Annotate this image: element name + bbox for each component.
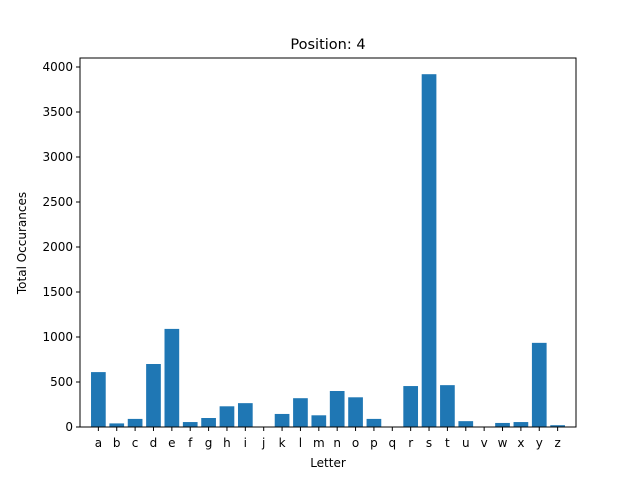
y-tick-label: 3000 <box>42 150 73 164</box>
x-tick-label-s: s <box>426 436 432 450</box>
plot-frame <box>79 57 577 428</box>
bar-i <box>237 403 253 427</box>
x-tick-label-f: f <box>188 436 193 450</box>
bar-x <box>513 422 529 427</box>
bar-p <box>366 418 382 427</box>
bar-k <box>274 413 290 427</box>
x-tick-label-v: v <box>481 436 488 450</box>
bar-u <box>458 421 474 427</box>
x-tick-label-i: i <box>244 436 247 450</box>
y-tick-label: 3500 <box>42 105 73 119</box>
y-tick-label: 0 <box>65 420 73 434</box>
bar-c <box>127 418 143 427</box>
bar-w <box>495 422 510 427</box>
x-tick-label-l: l <box>299 436 302 450</box>
bars-group <box>91 74 565 427</box>
y-tick-label: 2000 <box>42 240 73 254</box>
x-tick-label-k: k <box>279 436 286 450</box>
bar-h <box>219 406 235 427</box>
x-tick-label-m: m <box>313 436 325 450</box>
x-tick-label-u: u <box>462 436 470 450</box>
bar-m <box>311 415 327 427</box>
x-tick-label-g: g <box>205 436 213 450</box>
bar-t <box>440 385 455 427</box>
y-tick-label: 1500 <box>42 285 73 299</box>
bar-l <box>293 398 308 427</box>
bar-o <box>348 397 363 427</box>
x-tick-label-a: a <box>95 436 102 450</box>
x-tick-label-t: t <box>445 436 450 450</box>
bar-r <box>403 386 419 427</box>
x-axis-label: Letter <box>310 456 346 470</box>
bar-a <box>91 372 106 427</box>
x-tick-label-d: d <box>150 436 158 450</box>
x-tick-label-q: q <box>388 436 396 450</box>
bar-d <box>146 364 161 427</box>
bar-s <box>421 74 437 427</box>
x-tick-label-p: p <box>370 436 378 450</box>
y-tick-label: 4000 <box>42 60 73 74</box>
x-tick-label-x: x <box>517 436 524 450</box>
x-tick-label-h: h <box>223 436 231 450</box>
bar-y <box>531 342 547 427</box>
chart-title: Position: 4 <box>290 37 365 53</box>
x-tick-label-b: b <box>113 436 121 450</box>
x-tick-label-c: c <box>132 436 139 450</box>
x-tick-label-j: j <box>261 436 265 450</box>
bar-f <box>182 422 198 427</box>
bar-g <box>201 418 216 427</box>
y-tick-label: 2500 <box>42 195 73 209</box>
bar-e <box>164 328 180 427</box>
x-tick-label-n: n <box>333 436 341 450</box>
bar-n <box>329 391 345 427</box>
x-tick-label-r: r <box>408 436 413 450</box>
x-tick-label-o: o <box>352 436 359 450</box>
y-axis-ticks: 0 500 1000 1500 2000 2500 3000 3500 4000 <box>42 60 80 434</box>
x-tick-label-z: z <box>554 436 560 450</box>
y-axis-label: Total Occurances <box>15 192 29 295</box>
y-tick-label: 1000 <box>42 330 73 344</box>
x-tick-label-w: w <box>498 436 508 450</box>
x-tick-label-e: e <box>168 436 175 450</box>
bar-b <box>109 423 125 427</box>
x-tick-label-y: y <box>536 436 543 450</box>
bar-z <box>550 425 565 427</box>
y-tick-label: 500 <box>50 375 73 389</box>
